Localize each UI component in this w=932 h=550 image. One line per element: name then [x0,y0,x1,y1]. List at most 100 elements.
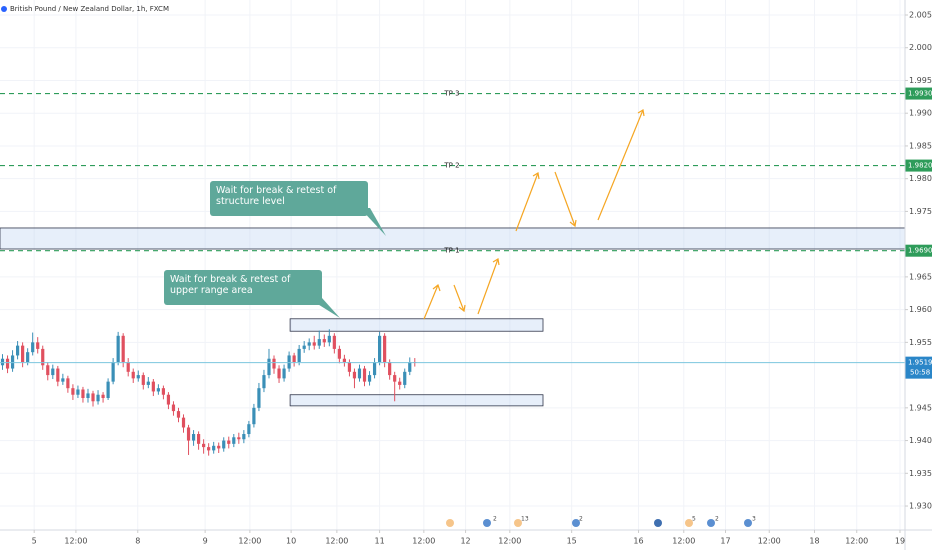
y-tick-label: 1.93500 [909,469,932,478]
event-count: 2 [715,516,719,523]
y-tick-label: 1.97500 [909,207,932,216]
candle-body [96,394,100,402]
candle-body [146,381,150,385]
arrow [554,171,576,227]
candle-body [408,361,412,372]
candle-body [5,358,10,369]
candle-body [317,339,321,346]
candle-body [403,371,407,385]
event-count: 5 [692,516,696,523]
candle-body [207,447,211,451]
x-tick-label: 12:00 [758,537,781,546]
candle-body [151,381,155,392]
candle-body [297,348,301,362]
y-tick-label: 2.00500 [909,10,932,19]
y-tick-label: 1.95500 [909,338,932,347]
event-icon [654,519,662,527]
arrow [597,109,644,221]
candle-body [41,348,45,366]
event-icon [514,519,522,527]
y-tick-label: 1.98000 [909,174,932,183]
candle-body [383,335,387,362]
projection-arrows [423,109,645,320]
zone [289,394,544,407]
event-count: 2 [579,516,583,523]
candle-body [71,388,75,395]
arrow [569,219,577,228]
candle-body [398,381,402,385]
candle-body [342,358,347,362]
candle-body [272,358,276,369]
candle-body [212,445,216,451]
candle-body [282,368,286,379]
candle-body [302,345,306,349]
candle-body [367,375,372,382]
candle-body [166,394,171,405]
candle-body [0,358,5,366]
axis-price-label: 1.96900 [908,247,932,255]
candle-body [388,361,392,376]
y-tick-label: 1.93000 [909,502,932,511]
candle-body [362,368,367,382]
annotation: Wait for break & retest of upper range a… [164,270,322,305]
candle-body [337,348,341,359]
candle-body [156,388,160,392]
axis-price-label: 1.95190 [908,359,932,367]
candle-body [36,342,40,349]
candle-body [262,375,266,389]
candle-body [181,417,186,428]
candle-body [237,437,241,440]
x-tick-label: 12:00 [672,537,695,546]
event-icon [707,519,715,527]
grid [0,0,905,530]
target-label: TP 3 [443,90,459,98]
candle-body [196,434,201,444]
arrow [515,172,539,232]
arrow [492,258,500,266]
x-tick-label: 19 [895,537,905,546]
candle-body [232,437,236,444]
x-tick-label: 12:00 [238,537,261,546]
target-label: TP 1 [443,247,459,255]
candle-body [56,368,60,382]
candle-body [217,445,221,449]
candle-body [202,443,206,448]
symbol-icon [1,6,7,12]
axis-price-label: 1.99300 [908,90,932,98]
event-icon [685,519,693,527]
candle-body [252,407,256,425]
arrow [453,284,465,312]
axes: 2.00500 2.00000 1.99500 1.99000 1.98500 1.980… [32,10,932,545]
arrow [532,172,540,180]
y-tick-label: 2.00000 [909,43,932,52]
candle-body [91,393,95,402]
candle-body [81,389,85,399]
x-tick-label: 9 [203,537,208,546]
x-tick-label: 10 [286,537,296,546]
candle-body [26,352,30,362]
x-tick-label: 15 [567,537,577,546]
candle-body [352,371,357,379]
x-tick-label: 12 [460,537,470,546]
candle-body [141,375,145,385]
candle-body [332,335,336,349]
candle-body [357,368,362,379]
x-tick-label: 8 [135,537,140,546]
y-tick-label: 1.94000 [909,436,932,445]
candle-body [191,434,196,441]
arrow [477,258,499,315]
candle-body [46,365,50,376]
candle-body [277,368,281,379]
candle-body [121,335,125,362]
candle-body [222,440,226,449]
event-icon [572,519,580,527]
candle-body [126,361,130,372]
y-tick-label: 1.99500 [909,76,932,85]
x-tick-label: 12:00 [412,537,435,546]
candle-body [307,342,311,346]
candle-body [66,378,70,389]
event-icon [446,519,454,527]
candle-body [101,394,105,399]
event-count: 13 [521,516,529,523]
